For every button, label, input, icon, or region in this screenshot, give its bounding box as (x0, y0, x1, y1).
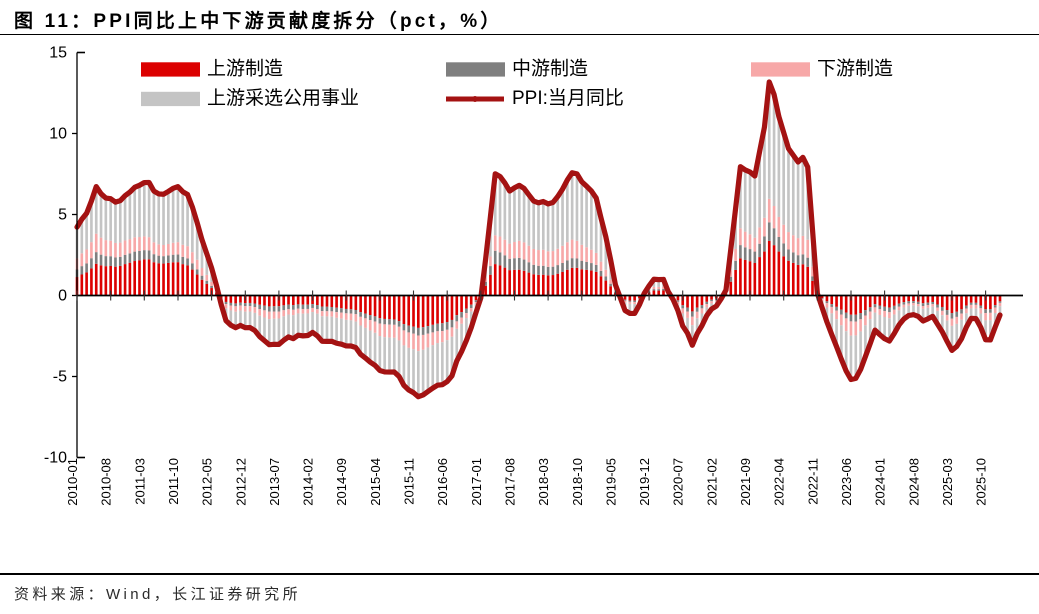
svg-text:2014-09: 2014-09 (334, 458, 349, 506)
svg-text:0: 0 (58, 288, 67, 305)
svg-text:2021-09: 2021-09 (738, 458, 753, 506)
svg-text:2013-07: 2013-07 (267, 458, 282, 506)
svg-text:2022-11: 2022-11 (805, 458, 820, 505)
svg-text:-10: -10 (44, 450, 67, 467)
svg-text:2017-01: 2017-01 (469, 458, 484, 506)
svg-text:2025-03: 2025-03 (940, 458, 955, 506)
svg-text:2010-01: 2010-01 (65, 458, 80, 506)
svg-text:2018-10: 2018-10 (570, 458, 585, 506)
svg-text:上游制造: 上游制造 (207, 58, 283, 80)
svg-text:2016-06: 2016-06 (435, 458, 450, 506)
svg-text:2024-08: 2024-08 (906, 458, 921, 506)
svg-text:2025-10: 2025-10 (974, 458, 989, 506)
svg-text:2020-07: 2020-07 (671, 458, 686, 506)
svg-text:PPI:当月同比: PPI:当月同比 (512, 87, 624, 109)
svg-text:下游制造: 下游制造 (817, 58, 893, 80)
svg-text:2012-05: 2012-05 (200, 458, 215, 506)
svg-text:2023-06: 2023-06 (839, 458, 854, 506)
svg-text:2022-04: 2022-04 (772, 458, 787, 506)
svg-text:2024-01: 2024-01 (873, 458, 888, 506)
svg-text:15: 15 (49, 45, 67, 62)
svg-text:2019-05: 2019-05 (603, 458, 618, 506)
svg-text:2012-12: 2012-12 (233, 458, 248, 506)
svg-text:5: 5 (58, 207, 67, 224)
svg-text:2018-03: 2018-03 (536, 458, 551, 506)
svg-text:2017-08: 2017-08 (503, 458, 518, 506)
svg-text:中游制造: 中游制造 (512, 58, 588, 80)
svg-text:2010-08: 2010-08 (99, 458, 114, 506)
svg-text:2011-03: 2011-03 (132, 458, 147, 505)
svg-text:2011-10: 2011-10 (166, 458, 181, 505)
svg-text:2015-11: 2015-11 (402, 458, 417, 505)
svg-text:2021-02: 2021-02 (704, 458, 719, 506)
svg-text:2019-12: 2019-12 (637, 458, 652, 506)
svg-text:-5: -5 (53, 369, 67, 386)
svg-text:2015-04: 2015-04 (368, 458, 383, 506)
svg-text:2014-02: 2014-02 (301, 458, 316, 506)
svg-text:10: 10 (49, 126, 67, 143)
svg-text:上游采选公用事业: 上游采选公用事业 (207, 87, 359, 109)
